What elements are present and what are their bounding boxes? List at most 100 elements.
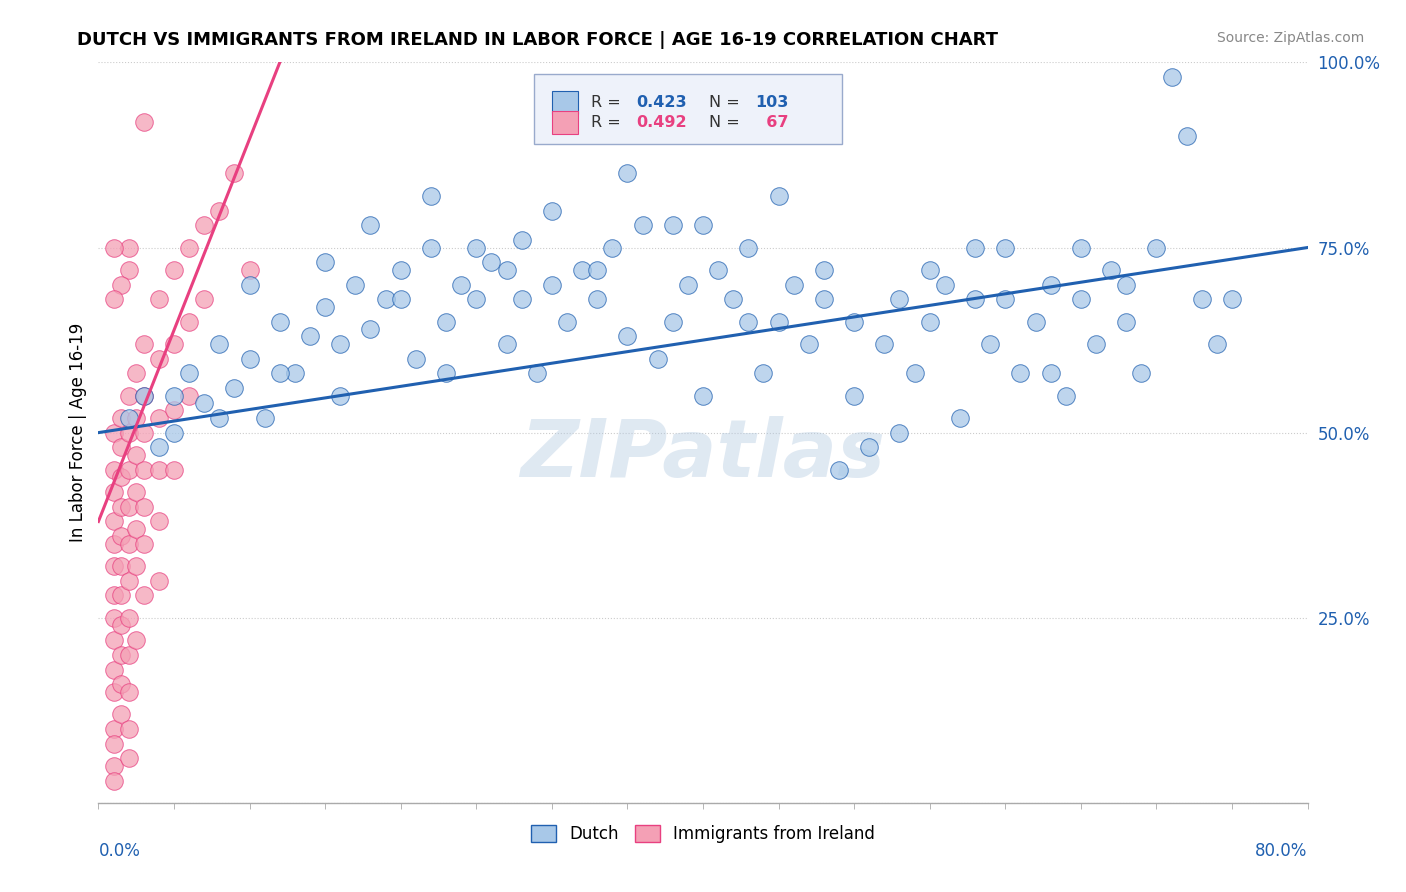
Point [103, 558, 125, 573]
Text: DUTCH VS IMMIGRANTS FROM IRELAND IN LABOR FORCE | AGE 16-19 CORRELATION CHART: DUTCH VS IMMIGRANTS FROM IRELAND IN LABO… [77, 31, 998, 49]
Point [1130, 367, 1153, 381]
Point [284, 367, 307, 381]
Point [118, 240, 141, 255]
Point [110, 529, 132, 543]
Point [118, 574, 141, 588]
Point [103, 610, 125, 624]
Point [118, 262, 141, 277]
Text: N =: N = [709, 115, 745, 130]
Point [768, 314, 790, 328]
Point [193, 396, 215, 410]
Point [132, 425, 155, 440]
Point [495, 336, 517, 351]
Point [269, 314, 291, 328]
Point [103, 589, 125, 603]
Point [253, 410, 276, 425]
Point [692, 219, 714, 233]
Point [179, 388, 201, 402]
Point [118, 462, 141, 476]
Point [616, 166, 638, 180]
Point [434, 314, 457, 328]
Point [103, 685, 125, 699]
Point [103, 632, 125, 647]
Point [1220, 293, 1243, 307]
Point [193, 219, 215, 233]
Point [103, 773, 125, 788]
Text: 103: 103 [755, 95, 789, 110]
Point [965, 293, 987, 307]
Point [389, 293, 412, 307]
Point [110, 706, 132, 721]
Point [602, 240, 624, 255]
Point [118, 410, 141, 425]
Point [1191, 293, 1213, 307]
Text: 67: 67 [755, 115, 789, 130]
Point [103, 663, 125, 677]
Point [1054, 388, 1077, 402]
Point [752, 367, 775, 381]
Point [110, 441, 132, 455]
Point [329, 336, 352, 351]
Point [647, 351, 669, 366]
Point [208, 336, 231, 351]
Point [269, 367, 291, 381]
Point [797, 336, 820, 351]
Point [904, 367, 927, 381]
Point [163, 262, 186, 277]
Point [1206, 336, 1229, 351]
Point [1010, 367, 1032, 381]
Point [125, 522, 148, 536]
Point [118, 425, 141, 440]
Text: 0.492: 0.492 [637, 115, 688, 130]
Point [918, 314, 941, 328]
Point [692, 388, 714, 402]
Point [148, 515, 170, 529]
Point [965, 240, 987, 255]
Point [707, 262, 730, 277]
Point [118, 500, 141, 514]
Point [125, 448, 148, 462]
FancyBboxPatch shape [534, 73, 842, 144]
Point [314, 255, 336, 269]
Point [1070, 293, 1092, 307]
Point [148, 441, 170, 455]
Point [224, 381, 246, 395]
Point [1070, 240, 1092, 255]
Point [103, 293, 125, 307]
Point [434, 367, 457, 381]
Point [163, 425, 186, 440]
Point [163, 403, 186, 417]
Point [132, 536, 155, 550]
Point [1115, 314, 1137, 328]
Point [110, 648, 132, 662]
Text: R =: R = [591, 115, 626, 130]
Point [329, 388, 352, 402]
Point [889, 425, 911, 440]
Point [737, 240, 759, 255]
Point [844, 314, 866, 328]
Point [208, 203, 231, 218]
Point [1039, 277, 1062, 292]
Point [110, 558, 132, 573]
Point [103, 722, 125, 736]
Point [179, 314, 201, 328]
Point [148, 351, 170, 366]
Point [813, 293, 835, 307]
Point [125, 558, 148, 573]
Point [783, 277, 806, 292]
Point [103, 484, 125, 499]
Y-axis label: In Labor Force | Age 16-19: In Labor Force | Age 16-19 [69, 323, 87, 542]
Point [844, 388, 866, 402]
Point [125, 484, 148, 499]
Point [110, 618, 132, 632]
Text: 80.0%: 80.0% [1256, 842, 1308, 860]
Point [1146, 240, 1168, 255]
Point [813, 262, 835, 277]
Point [132, 388, 155, 402]
Point [555, 314, 578, 328]
Point [148, 462, 170, 476]
Point [873, 336, 896, 351]
Point [148, 293, 170, 307]
Point [540, 277, 562, 292]
Point [132, 500, 155, 514]
